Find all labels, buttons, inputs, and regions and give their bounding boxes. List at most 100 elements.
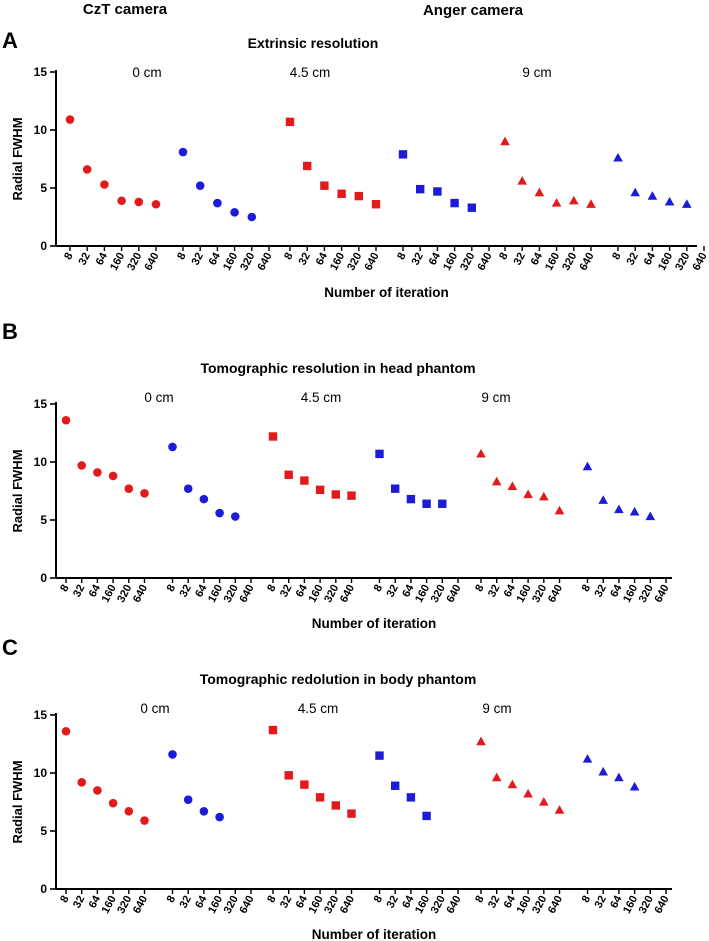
czt-square-point bbox=[315, 793, 325, 802]
anger-triangle-point bbox=[613, 152, 623, 162]
group-label: 9 cm bbox=[482, 701, 511, 716]
anger-circle-point bbox=[183, 795, 193, 804]
x-tick-label: 8 bbox=[372, 894, 385, 905]
czt-triangle-point bbox=[517, 176, 527, 185]
czt-triangle-point bbox=[539, 491, 549, 501]
anger-triangle-point bbox=[614, 772, 624, 782]
y-tick-label: 15 bbox=[34, 397, 48, 411]
czt-triangle-point bbox=[554, 505, 565, 515]
x-tick-label: 32 bbox=[593, 894, 609, 910]
x-tick-label: 64 bbox=[529, 250, 546, 267]
x-axis-label: Number of iteration bbox=[324, 285, 449, 300]
x-tick-label: 320 bbox=[560, 251, 579, 273]
x-tick-label: 8 bbox=[58, 894, 71, 905]
czt-circle-point bbox=[108, 798, 118, 808]
czt-square-point bbox=[268, 432, 278, 441]
czt-triangle-point bbox=[491, 772, 502, 782]
czt-square-point bbox=[300, 476, 309, 485]
x-tick-label: 640 bbox=[475, 251, 494, 273]
x-tick-label: 160 bbox=[515, 894, 534, 916]
czt-triangle-point bbox=[491, 476, 502, 486]
group-label: 4.5 cm bbox=[301, 390, 342, 405]
czt-triangle-point bbox=[507, 481, 518, 490]
group-label: 4.5 cm bbox=[290, 65, 331, 80]
panel-letter: C bbox=[2, 635, 18, 660]
czt-circle-point bbox=[100, 180, 109, 189]
x-tick-label: 320 bbox=[637, 894, 656, 916]
y-axis-label: Radial FWHM bbox=[10, 760, 25, 843]
x-tick-label: 640 bbox=[652, 583, 671, 605]
x-tick-label: 160 bbox=[108, 251, 127, 273]
czt-triangle-point bbox=[554, 805, 565, 814]
anger-triangle-point bbox=[647, 191, 658, 200]
anger-triangle-point bbox=[582, 754, 593, 763]
x-tick-label: 160 bbox=[100, 583, 119, 605]
x-tick-label: 320 bbox=[322, 894, 341, 916]
x-tick-label: 160 bbox=[441, 251, 460, 273]
anger-circle-point bbox=[247, 212, 257, 222]
czt-square-point bbox=[300, 780, 309, 789]
x-tick-label: 8 bbox=[265, 894, 278, 905]
anger-triangle-point bbox=[682, 199, 692, 208]
anger-square-point bbox=[416, 184, 425, 194]
y-tick-label: 0 bbox=[40, 882, 47, 896]
x-tick-label: 160 bbox=[206, 894, 225, 916]
x-tick-label: 640 bbox=[546, 894, 565, 916]
x-tick-label: 32 bbox=[178, 894, 194, 910]
x-tick-label: 320 bbox=[530, 894, 549, 916]
x-tick-label: 8 bbox=[165, 894, 178, 905]
anger-circle-point bbox=[230, 208, 239, 217]
x-tick-label: 320 bbox=[429, 894, 448, 916]
y-tick-label: 0 bbox=[40, 239, 47, 253]
czt-circle-point bbox=[65, 115, 75, 124]
group-label: 0 cm bbox=[144, 390, 173, 405]
x-tick-label: 640 bbox=[338, 894, 357, 916]
panel-title: Tomographic redolution in body phantom bbox=[200, 671, 477, 687]
x-tick-label: 320 bbox=[673, 251, 692, 273]
group-label: 0 cm bbox=[132, 65, 161, 80]
czt-triangle-point bbox=[507, 779, 518, 789]
panels: A Extrinsic resolution 0 5 10 15 Radial FWHM Nu… bbox=[2, 28, 709, 941]
x-tick-label: 160 bbox=[328, 251, 347, 273]
y-tick-label: 15 bbox=[34, 65, 48, 79]
x-tick-label: 160 bbox=[621, 894, 640, 916]
anger-square-point bbox=[391, 484, 400, 493]
x-tick-label: 32 bbox=[385, 583, 401, 599]
x-tick-label: 32 bbox=[593, 583, 609, 599]
panel-title: Tomographic resolution in head phantom bbox=[200, 360, 475, 376]
czt-square-point bbox=[354, 191, 363, 201]
x-tick-label: 640 bbox=[444, 583, 463, 605]
anger-square-point bbox=[391, 781, 400, 790]
x-tick-label: 640 bbox=[690, 251, 709, 273]
czt-square-point bbox=[284, 771, 293, 780]
x-tick-label: 64 bbox=[94, 250, 111, 267]
x-tick-label: 8 bbox=[473, 583, 486, 594]
anger-circle-point bbox=[231, 512, 240, 521]
x-tick-label: 32 bbox=[278, 894, 294, 910]
x-tick-label: 32 bbox=[71, 894, 87, 910]
czt-circle-point bbox=[134, 197, 144, 207]
x-tick-label: 8 bbox=[497, 251, 510, 262]
czt-square-point bbox=[315, 485, 325, 495]
x-tick-label: 32 bbox=[486, 894, 502, 910]
czt-square-point bbox=[337, 189, 346, 198]
czt-square-point bbox=[268, 725, 278, 735]
x-tick-label: 320 bbox=[222, 583, 241, 605]
czt-square-point bbox=[331, 801, 340, 810]
anger-circle-point bbox=[168, 442, 177, 452]
x-tick-label: 640 bbox=[362, 251, 381, 273]
x-tick-label: 64 bbox=[427, 250, 444, 267]
czt-square-point bbox=[320, 181, 329, 190]
x-tick-label: 160 bbox=[621, 583, 640, 605]
x-tick-label: 8 bbox=[580, 583, 593, 594]
x-tick-label: 32 bbox=[77, 251, 93, 267]
anger-circle-point bbox=[178, 147, 188, 157]
y-tick-label: 0 bbox=[40, 571, 47, 585]
x-tick-label: 8 bbox=[165, 583, 178, 594]
legend-anger-label: Anger camera bbox=[423, 2, 524, 19]
czt-triangle-point bbox=[523, 788, 533, 798]
anger-square-point bbox=[398, 150, 408, 159]
czt-circle-point bbox=[77, 461, 86, 470]
y-tick-label: 5 bbox=[40, 513, 47, 527]
